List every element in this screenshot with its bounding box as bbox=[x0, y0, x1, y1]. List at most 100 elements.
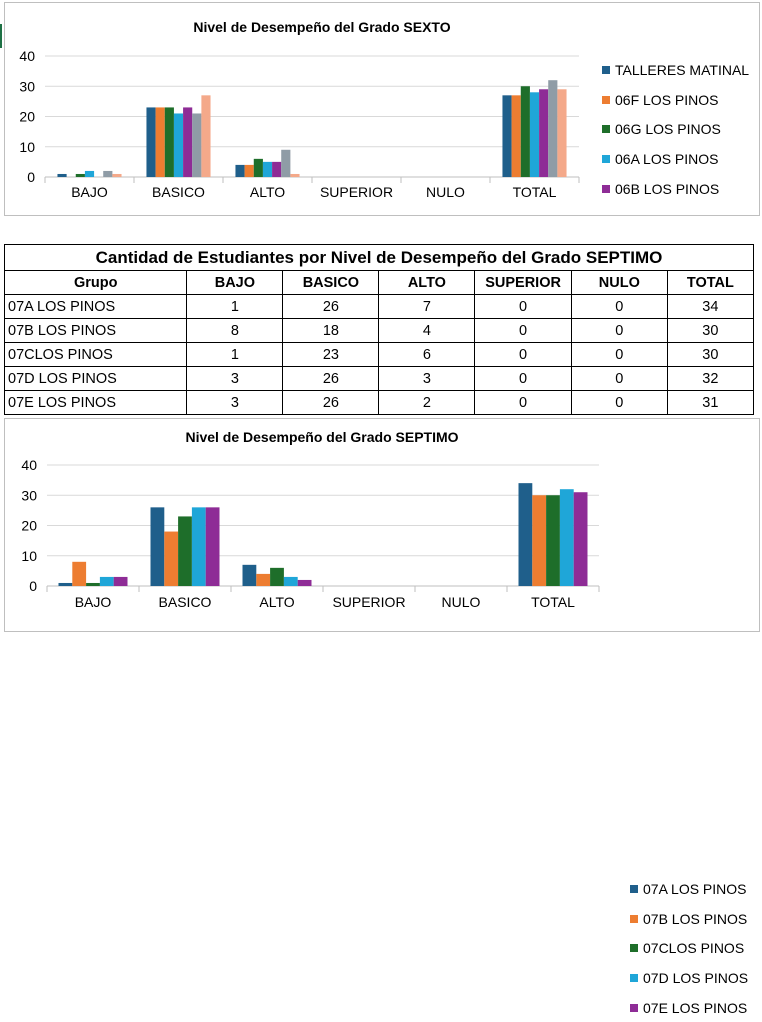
bar-0-s2-c2[interactable] bbox=[253, 158, 263, 177]
table-value-cell[interactable]: 18 bbox=[282, 318, 380, 343]
bar-1-s2-c0[interactable] bbox=[86, 582, 100, 586]
bar-1-s1-c2[interactable] bbox=[256, 573, 271, 586]
bar-0-s1-c1[interactable] bbox=[155, 107, 165, 177]
bar-0-s5-c0[interactable] bbox=[103, 170, 113, 177]
table-group-cell[interactable]: 07B LOS PINOS bbox=[3, 318, 188, 343]
table-group-cell[interactable]: 07E LOS PINOS bbox=[3, 390, 188, 415]
table-value-cell[interactable]: 0 bbox=[474, 366, 572, 391]
table-group-cell[interactable]: 07D LOS PINOS bbox=[3, 366, 188, 391]
table-value-cell[interactable]: 30 bbox=[666, 318, 755, 343]
bar-0-s4-c5[interactable] bbox=[539, 89, 549, 177]
bar-0-s6-c2[interactable] bbox=[290, 173, 300, 177]
legend-item[interactable]: 07CLOS PINOS bbox=[630, 933, 748, 963]
legend-swatch bbox=[602, 154, 610, 163]
bar-0-s2-c5[interactable] bbox=[520, 86, 530, 177]
septimo-table: Cantidad de Estudiantes por Nivel de Des… bbox=[3, 244, 755, 415]
bar-0-s6-c0[interactable] bbox=[112, 173, 122, 177]
bar-0-s1-c2[interactable] bbox=[244, 164, 254, 177]
table-value-cell[interactable]: 1 bbox=[186, 294, 284, 319]
bar-0-s4-c2[interactable] bbox=[272, 161, 282, 177]
legend-item[interactable]: TALLERES MATINAL bbox=[602, 55, 749, 85]
chart-septimo[interactable]: Nivel de Desempeño del Grado SEPTIMO 0 10… bbox=[4, 418, 760, 1016]
table-value-cell[interactable]: 3 bbox=[186, 390, 284, 415]
bar-1-s4-c0[interactable] bbox=[113, 576, 128, 586]
bar-1-s2-c1[interactable] bbox=[178, 516, 192, 586]
x-tick-label: NULO bbox=[442, 594, 481, 610]
legend-item[interactable]: 06G LOS PINOS bbox=[602, 114, 749, 144]
table-value-cell[interactable]: 0 bbox=[474, 342, 572, 367]
bar-1-s1-c0[interactable] bbox=[72, 561, 87, 586]
y-tick-label: 10 bbox=[21, 548, 37, 564]
bar-0-s6-c1[interactable] bbox=[201, 95, 211, 177]
table-value-cell[interactable]: 34 bbox=[666, 294, 755, 319]
bar-0-s0-c1[interactable] bbox=[146, 107, 156, 177]
y-tick-label: 0 bbox=[27, 169, 35, 185]
bar-0-s0-c0[interactable] bbox=[57, 173, 67, 177]
table-value-cell[interactable]: 0 bbox=[570, 342, 668, 367]
table-value-cell[interactable]: 7 bbox=[378, 294, 476, 319]
bar-0-s6-c5[interactable] bbox=[557, 89, 567, 177]
bar-1-s0-c0[interactable] bbox=[58, 582, 73, 586]
table-value-cell[interactable]: 0 bbox=[474, 390, 572, 415]
table-value-cell[interactable]: 1 bbox=[186, 342, 284, 367]
table-value-cell[interactable]: 0 bbox=[474, 294, 572, 319]
table-value-cell[interactable]: 0 bbox=[570, 366, 668, 391]
table-value-cell[interactable]: 3 bbox=[186, 366, 284, 391]
table-value-cell[interactable]: 31 bbox=[666, 390, 755, 415]
legend-item[interactable]: 06B LOS PINOS bbox=[602, 174, 749, 204]
table-value-cell[interactable]: 8 bbox=[186, 318, 284, 343]
y-tick-label: 30 bbox=[21, 487, 37, 503]
bar-0-s5-c5[interactable] bbox=[548, 80, 558, 177]
bar-1-s4-c2[interactable] bbox=[297, 579, 312, 586]
bar-0-s0-c2[interactable] bbox=[235, 164, 245, 177]
legend-item[interactable]: 07D LOS PINOS bbox=[630, 963, 748, 993]
table-value-cell[interactable]: 0 bbox=[570, 294, 668, 319]
legend-item[interactable]: 07B LOS PINOS bbox=[630, 904, 748, 934]
legend-item[interactable]: 06A LOS PINOS bbox=[602, 144, 749, 174]
bar-1-s3-c5[interactable] bbox=[559, 489, 574, 586]
table-value-cell[interactable]: 6 bbox=[378, 342, 476, 367]
bar-0-s4-c1[interactable] bbox=[183, 107, 193, 177]
bar-0-s2-c1[interactable] bbox=[164, 107, 174, 177]
legend-item[interactable]: 07E LOS PINOS bbox=[630, 993, 748, 1022]
bar-0-s5-c2[interactable] bbox=[281, 149, 291, 177]
bar-0-s0-c5[interactable] bbox=[502, 95, 512, 177]
bar-1-s3-c1[interactable] bbox=[191, 507, 206, 586]
table-value-cell[interactable]: 0 bbox=[474, 318, 572, 343]
bar-1-s1-c5[interactable] bbox=[532, 495, 547, 586]
chart-sexto[interactable]: Nivel de Desempeño del Grado SEXTO 0 10 20… bbox=[4, 2, 760, 216]
bar-1-s0-c1[interactable] bbox=[150, 507, 165, 586]
bar-0-s3-c0[interactable] bbox=[84, 170, 95, 177]
table-value-cell[interactable]: 32 bbox=[666, 366, 755, 391]
table-value-cell[interactable]: 3 bbox=[378, 366, 476, 391]
legend-label: 07B LOS PINOS bbox=[643, 910, 748, 927]
legend-item[interactable]: 07A LOS PINOS bbox=[630, 874, 748, 904]
table-value-cell[interactable]: 0 bbox=[570, 390, 668, 415]
bar-1-s2-c2[interactable] bbox=[270, 567, 284, 586]
bar-1-s4-c5[interactable] bbox=[573, 492, 588, 586]
table-value-cell[interactable]: 23 bbox=[282, 342, 380, 367]
table-group-cell[interactable]: 07A LOS PINOS bbox=[3, 294, 188, 319]
table-value-cell[interactable]: 26 bbox=[282, 294, 380, 319]
bar-0-s5-c1[interactable] bbox=[192, 113, 202, 177]
bar-1-s3-c0[interactable] bbox=[99, 576, 114, 586]
table-value-cell[interactable]: 26 bbox=[282, 366, 380, 391]
bar-1-s2-c5[interactable] bbox=[546, 495, 560, 586]
bar-0-s3-c5[interactable] bbox=[529, 92, 540, 177]
bar-1-s4-c1[interactable] bbox=[205, 507, 220, 586]
bar-0-s3-c2[interactable] bbox=[262, 161, 273, 177]
bar-1-s3-c2[interactable] bbox=[283, 576, 298, 586]
bar-0-s1-c5[interactable] bbox=[511, 95, 521, 177]
table-group-cell[interactable]: 07CLOS PINOS bbox=[3, 342, 188, 367]
table-value-cell[interactable]: 26 bbox=[282, 390, 380, 415]
legend-item[interactable]: 06F LOS PINOS bbox=[602, 85, 749, 115]
table-value-cell[interactable]: 0 bbox=[570, 318, 668, 343]
bar-1-s1-c1[interactable] bbox=[164, 531, 179, 586]
table-value-cell[interactable]: 30 bbox=[666, 342, 755, 367]
bar-1-s0-c5[interactable] bbox=[518, 483, 533, 586]
bar-0-s2-c0[interactable] bbox=[75, 173, 85, 177]
table-value-cell[interactable]: 2 bbox=[378, 390, 476, 415]
bar-0-s3-c1[interactable] bbox=[173, 113, 184, 177]
bar-1-s0-c2[interactable] bbox=[242, 564, 257, 586]
table-value-cell[interactable]: 4 bbox=[378, 318, 476, 343]
